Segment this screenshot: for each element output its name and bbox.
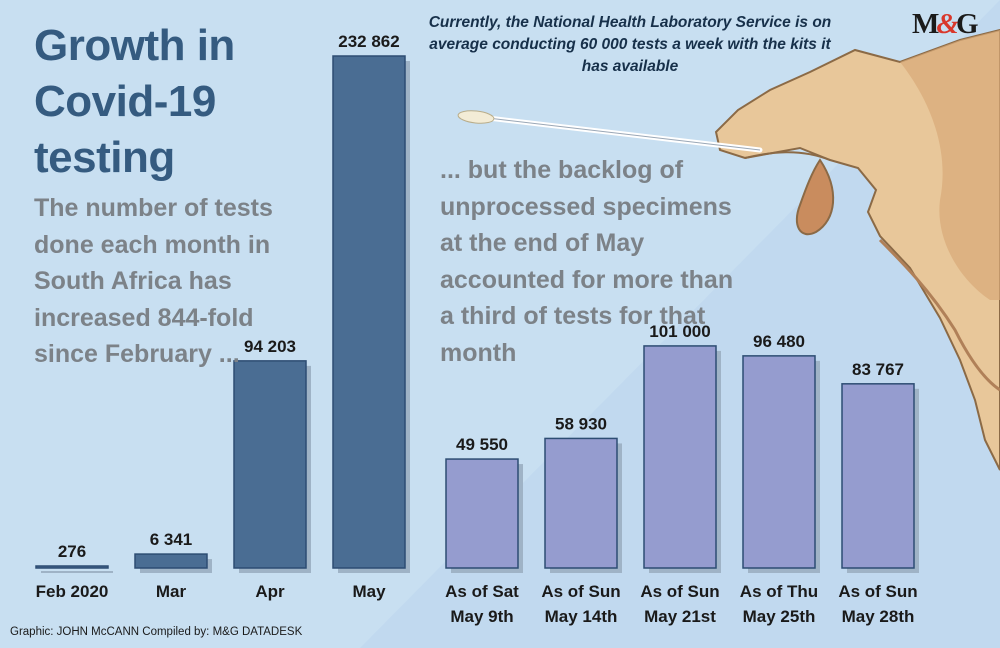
category-label: May 28th (842, 607, 915, 626)
category-label: Apr (255, 582, 285, 601)
data-label: 58 930 (555, 414, 607, 433)
bar (35, 565, 109, 569)
bar (742, 355, 816, 569)
category-label: As of Sun (838, 582, 917, 601)
category-label: May 14th (545, 607, 618, 626)
mg-logo: M&G (912, 8, 978, 41)
bar (841, 383, 915, 569)
gloved-hand-illustration (714, 28, 1000, 471)
bar (643, 345, 717, 569)
bar-shadow (41, 571, 113, 573)
bar (134, 553, 208, 569)
data-label: 96 480 (753, 332, 805, 351)
bar (544, 437, 618, 569)
data-label: 94 203 (244, 337, 296, 356)
bar (332, 55, 406, 569)
swab-illustration (457, 110, 763, 153)
nhls-note: Currently, the National Health Laborator… (428, 14, 832, 75)
chart-title: Growth in Covid-19 testing (34, 21, 235, 182)
category-label: As of Thu (740, 582, 818, 601)
bar (233, 360, 307, 569)
category-label: May 9th (450, 607, 513, 626)
category-label: As of Sun (541, 582, 620, 601)
credit-line: Graphic: JOHN McCANN Compiled by: M&G DA… (10, 626, 303, 638)
category-label: May (352, 582, 386, 601)
monthly-tests-chart: 276 Feb 2020 6 341 Mar 94 203 Apr 232 862 May (35, 32, 410, 601)
data-label: 232 862 (338, 32, 399, 51)
category-label: Feb 2020 (36, 582, 109, 601)
data-label: 49 550 (456, 435, 508, 454)
data-label: 83 767 (852, 360, 904, 379)
category-label: May 25th (743, 607, 816, 626)
category-label: May 21st (644, 607, 716, 626)
monthly-tests-subtitle: The number of tests done each month in S… (34, 194, 273, 368)
category-label: Mar (156, 582, 187, 601)
backlog-chart: 49 550 As of Sat May 9th 58 930 As of Sun May… (445, 322, 919, 626)
data-label: 276 (58, 542, 86, 561)
logo-amp: & (936, 8, 959, 40)
data-label: 6 341 (150, 530, 193, 549)
logo-g: G (955, 8, 979, 40)
bar (445, 458, 519, 569)
category-label: As of Sun (640, 582, 719, 601)
logo-m: M (912, 8, 939, 40)
data-label: 101 000 (649, 322, 710, 341)
category-label: As of Sat (445, 582, 519, 601)
backlog-subtitle: ... but the backlog of unprocessed speci… (440, 156, 734, 367)
